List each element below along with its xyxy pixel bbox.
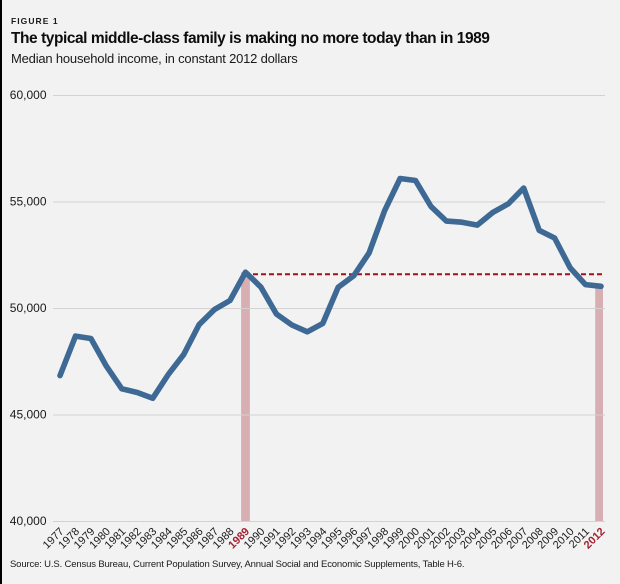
svg-text:55,000: 55,000 [10,194,47,208]
svg-text:60,000: 60,000 [10,88,47,102]
svg-text:45,000: 45,000 [10,407,47,421]
svg-text:50,000: 50,000 [10,301,47,315]
svg-text:40,000: 40,000 [10,514,47,528]
